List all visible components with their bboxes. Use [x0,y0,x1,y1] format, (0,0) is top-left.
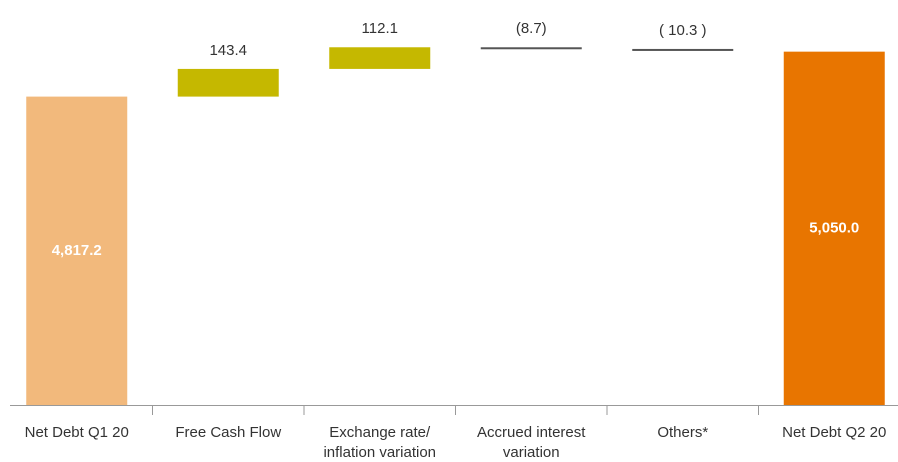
x-tick-label-line: Net Debt Q2 20 [782,424,886,441]
bar [783,51,885,405]
bar [329,47,431,69]
bar [632,48,734,51]
x-tick-label-line: Free Cash Flow [175,424,281,441]
value-label: ( 10.3 ) [659,22,707,39]
x-tick-label: Accrued interest variation [477,424,586,461]
value-label: 112.1 [362,20,398,37]
x-tick-label-line: Others* [657,424,708,441]
value-label: 5,050.0 [809,219,859,236]
x-tick-label: Exchange rate/inflation variation [323,424,436,461]
bar [480,47,582,50]
x-tick-label-line: Accrued interest [477,424,586,441]
x-tick-label-line: Exchange rate/ [329,424,431,441]
x-tick-label: Net Debt Q2 20 [782,424,886,441]
x-tick-label-line: Net Debt Q1 20 [25,424,129,441]
x-tick-label-line: variation [503,444,560,461]
value-label: (8.7) [516,20,547,37]
x-tick-label: Free Cash Flow [175,424,281,441]
bar [26,96,128,406]
x-tick-label: Others* [657,424,708,441]
x-tick-label-line: inflation variation [323,444,436,461]
bar [177,68,279,97]
value-label: 4,817.2 [52,242,102,259]
value-label: 143.4 [209,42,247,59]
x-tick-label: Net Debt Q1 20 [25,424,129,441]
